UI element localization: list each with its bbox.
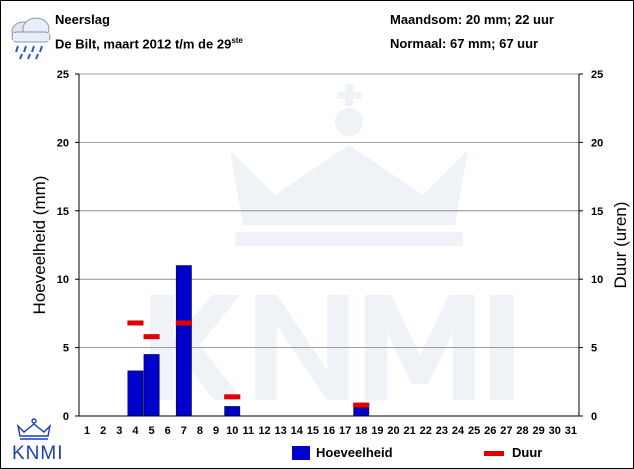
x-tick-label-11: 11: [243, 425, 255, 437]
x-tick-label-7: 7: [181, 425, 187, 437]
x-tick-label-9: 9: [213, 425, 219, 437]
duur-marker-day-5: [143, 334, 160, 340]
legend-label-hoeveelheid: Hoeveelheid: [316, 445, 393, 460]
x-tick-label-27: 27: [500, 425, 512, 437]
x-tick-label-23: 23: [436, 425, 448, 437]
x-tick-label-31: 31: [565, 425, 577, 437]
x-tick-label-13: 13: [274, 425, 286, 437]
x-tick-label-24: 24: [452, 425, 465, 437]
monthly-total: Maandsom: 20 mm; 22 uur: [390, 12, 554, 27]
x-tick-label-5: 5: [149, 425, 155, 437]
x-tick-label-10: 10: [226, 425, 238, 437]
knmi-watermark: [150, 84, 514, 400]
x-tick-label-25: 25: [468, 425, 480, 437]
y-tick-label-5: 5: [63, 343, 69, 355]
y2-tick-label-5: 5: [591, 343, 597, 355]
chart-title: Neerslag: [55, 12, 110, 27]
x-tick-label-1: 1: [84, 425, 90, 437]
x-tick-label-19: 19: [371, 425, 383, 437]
bar-day-4: [127, 370, 144, 417]
rain-cloud-icon: [11, 17, 51, 60]
bar-day-18: [353, 407, 370, 417]
x-tick-label-3: 3: [116, 425, 122, 437]
x-tick-label-28: 28: [516, 425, 528, 437]
y-axis-title: Hoeveelheid (mm): [30, 176, 49, 315]
y2-tick-label-20: 20: [591, 137, 603, 149]
normal-value: Normaal: 67 mm; 67 uur: [390, 36, 539, 51]
subtitle-suffix: ste: [231, 36, 243, 45]
x-tick-label-14: 14: [291, 425, 304, 437]
y2-axis-title: Duur (uren): [611, 202, 630, 289]
legend-swatch-duur: [484, 451, 504, 456]
x-tick-label-15: 15: [307, 425, 319, 437]
x-tick-label-22: 22: [420, 425, 432, 437]
x-tick-label-6: 6: [165, 425, 171, 437]
x-tick-label-17: 17: [339, 425, 351, 437]
x-tick-label-4: 4: [132, 425, 139, 437]
subtitle-text: De Bilt, maart 2012 t/m de 29: [55, 36, 232, 52]
duur-marker-day-10: [224, 394, 241, 400]
x-tick-label-2: 2: [100, 425, 106, 437]
x-tick-label-21: 21: [404, 425, 416, 437]
y2-tick-label-10: 10: [591, 274, 603, 286]
y-tick-label-20: 20: [57, 137, 69, 149]
x-tick-label-26: 26: [484, 425, 496, 437]
y-tick-label-0: 0: [63, 411, 69, 423]
duur-marker-day-7: [175, 320, 192, 326]
bar-day-5: [143, 354, 160, 417]
x-tick-label-30: 30: [549, 425, 561, 437]
legend-label-duur: Duur: [512, 445, 542, 460]
duur-marker-day-4: [127, 320, 144, 326]
y-tick-label-10: 10: [57, 274, 69, 286]
knmi-logo-text: KNMI: [12, 443, 64, 464]
bar-day-7: [175, 265, 192, 417]
x-tick-label-18: 18: [355, 425, 367, 437]
x-tick-label-8: 8: [197, 425, 203, 437]
x-tick-label-16: 16: [323, 425, 335, 437]
y2-tick-label-25: 25: [591, 69, 603, 81]
x-tick-label-20: 20: [387, 425, 399, 437]
x-tick-label-12: 12: [258, 425, 270, 437]
legend-swatch-hoeveelheid: [292, 446, 310, 460]
bar-day-10: [224, 406, 241, 417]
y2-tick-label-15: 15: [591, 206, 603, 218]
knmi-crown-icon: [16, 418, 52, 440]
y-tick-label-25: 25: [57, 69, 69, 81]
chart-subtitle: De Bilt, maart 2012 t/m de 29ste: [55, 36, 243, 51]
y-tick-label-15: 15: [57, 206, 69, 218]
duur-marker-day-18: [353, 402, 370, 408]
y2-tick-label-0: 0: [591, 411, 597, 423]
x-tick-label-29: 29: [533, 425, 545, 437]
